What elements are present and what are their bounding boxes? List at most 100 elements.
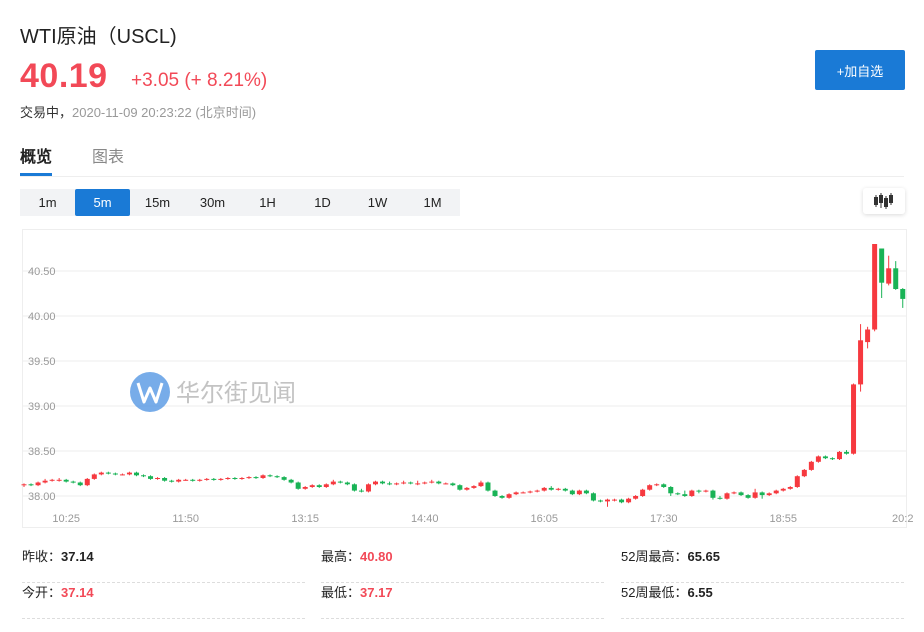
candle-body [28,484,34,486]
stat-value: 37.14 [61,549,94,564]
candle [562,487,568,492]
candle-body [710,490,716,498]
chart-type-button[interactable] [863,188,905,214]
candle [506,493,512,499]
stat-label: 最低： [321,585,361,600]
candle-body [176,479,182,482]
candle [633,495,639,500]
candle [35,481,41,487]
stat-value: 37.17 [360,585,393,600]
candle [689,489,695,497]
candle-body [668,487,674,494]
tab-overview[interactable]: 概览 [20,143,53,176]
stat-label: 昨收： [22,549,62,564]
candle [766,492,772,496]
candle [661,483,667,488]
candle-body [183,479,189,481]
candle-body [337,481,343,483]
candle [274,475,280,478]
candle [759,491,765,499]
candle-body [323,484,329,487]
candle-body [232,478,238,479]
candle-body [752,492,758,498]
candle-body [239,478,245,479]
period-1m[interactable]: 1m [38,195,57,210]
candle [232,477,238,480]
candle [380,480,386,485]
stat-value: 37.14 [61,585,94,600]
candle-body [351,484,357,491]
candle [344,481,350,486]
candle-body [836,451,842,460]
candle-body [302,487,308,489]
period-1d[interactable]: 1D [314,195,331,210]
candle [281,476,287,481]
candle-body [865,329,871,343]
candle [682,490,688,497]
candle-body [288,479,294,483]
period-1mo[interactable]: 1M [423,195,442,210]
x-tick-label: 14:40 [411,513,439,525]
candle [499,495,505,499]
candle-body [105,472,111,474]
candle [534,489,540,493]
candlestick-chart[interactable]: 华尔街见闻 38.00 38.50 39.00 39.50 40.00 40.50 10:2… [0,0,924,540]
candle [126,471,132,476]
candle-body [801,469,807,477]
add-to-watchlist-button[interactable]: +加自选 [815,50,905,90]
candle [316,484,322,488]
candle [365,483,371,493]
period-selector: 1m 5m 15m 30m 1H 1D 1W 1M [20,189,460,216]
candle [408,481,414,485]
candle-body [548,487,554,490]
candle-body [626,498,632,503]
candle [373,480,378,486]
candle-body [682,494,688,496]
period-5m[interactable]: 5m [75,189,130,216]
candle-body [640,489,646,496]
candle-body [872,244,878,330]
period-30m[interactable]: 30m [199,195,226,210]
candle-body [63,479,69,482]
candle-body [717,497,723,499]
stat-value: 6.55 [687,585,713,600]
candle [105,471,111,475]
watermark-text: 华尔街见闻 [176,379,296,407]
candle [787,486,793,490]
candle-body [35,482,41,486]
candle-body [590,493,596,501]
candle [330,479,336,486]
candle-body [773,490,779,494]
candle-body [562,488,568,491]
candle-body [886,268,892,284]
candle-body [443,483,449,485]
candle-body [267,475,273,477]
candle [253,476,259,479]
candle-body [260,475,266,478]
candle [703,489,709,493]
candle [865,326,871,349]
candle-body [190,479,196,481]
period-1w[interactable]: 1W [367,195,388,210]
candle-body [759,492,765,496]
candle-body [295,482,301,489]
candle-body [822,456,828,459]
x-tick-label: 18:55 [769,513,797,525]
candle [42,478,48,484]
period-15m[interactable]: 15m [144,195,171,210]
candle [886,255,892,286]
x-tick-label: 16:05 [530,513,558,525]
candle [555,487,561,491]
candle-body [401,482,407,484]
candle-body [422,482,428,484]
candle [190,478,196,482]
candle [527,490,533,494]
candle [576,489,582,496]
candle [415,480,421,486]
stat-value: 65.65 [687,549,721,564]
period-1h[interactable]: 1H [259,195,276,210]
candle [337,480,343,484]
tab-chart[interactable]: 图表 [92,149,125,166]
candle [394,482,400,486]
candle-body [309,485,315,487]
